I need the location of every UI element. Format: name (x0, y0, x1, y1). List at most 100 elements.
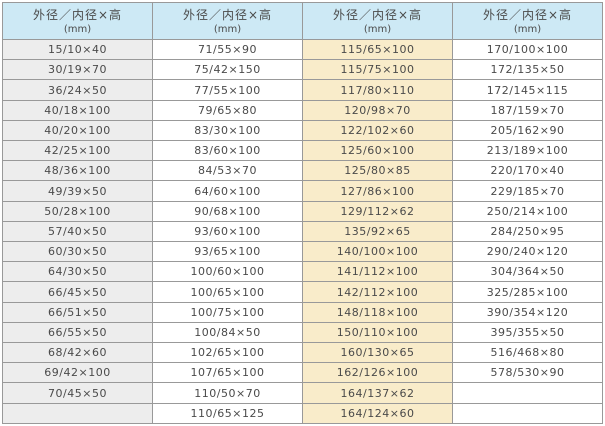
size-cell: 75/42×150 (152, 59, 303, 81)
size-cell: 117/80×110 (302, 79, 453, 101)
size-cell: 69/42×100 (2, 362, 153, 384)
size-cell: 83/60×100 (152, 140, 303, 162)
size-cell: 250/214×100 (452, 200, 603, 222)
size-cell: 93/65×100 (152, 241, 303, 263)
size-cell: 172/135×50 (452, 59, 603, 81)
size-cell: 110/50×70 (152, 382, 303, 404)
size-cell: 115/75×100 (302, 59, 453, 81)
size-cell: 164/124×60 (302, 402, 453, 425)
table-row: 64/30×50 100/60×100 141/112×100 304/364×50 (2, 261, 603, 283)
size-cell: 100/60×100 (152, 261, 303, 283)
size-cell: 93/60×100 (152, 220, 303, 243)
table-row: 110/65×125 164/124×60 (2, 402, 603, 425)
header-title: 外径／内径×高 (332, 8, 423, 23)
header-title: 外径／内径×高 (482, 8, 573, 23)
size-cell: 36/24×50 (2, 79, 153, 101)
header-row: 外径／内径×高 (mm) 外径／内径×高 (mm) 外径／内径×高 (mm) 外… (2, 2, 603, 40)
size-cell: 129/112×62 (302, 200, 453, 222)
header-unit: (mm) (63, 23, 92, 35)
table-row: 70/45×50 110/50×70 164/137×62 (2, 382, 603, 404)
size-cell: 15/10×40 (2, 38, 153, 61)
size-cell: 40/20×100 (2, 119, 153, 142)
header-cell-col4: 外径／内径×高 (mm) (452, 2, 603, 40)
size-cell: 49/39×50 (2, 180, 153, 202)
size-cell: 122/102×60 (302, 119, 453, 142)
size-cell: 70/45×50 (2, 382, 153, 404)
size-cell: 66/51×50 (2, 301, 153, 323)
size-cell: 578/530×90 (452, 362, 603, 384)
header-title: 外径／内径×高 (32, 8, 123, 23)
header-cell-col3: 外径／内径×高 (mm) (302, 2, 453, 40)
size-cell: 220/170×40 (452, 160, 603, 182)
table-row: 15/10×40 71/55×90 115/65×100 170/100×100 (2, 38, 603, 61)
table-row: 30/19×70 75/42×150 115/75×100 172/135×50 (2, 59, 603, 81)
table-row: 66/51×50 100/75×100 148/118×100 390/354×120 (2, 301, 603, 323)
table-row: 60/30×50 93/65×100 140/100×100 290/240×120 (2, 241, 603, 263)
size-cell: 83/30×100 (152, 119, 303, 142)
table-row: 36/24×50 77/55×100 117/80×110 172/145×115 (2, 79, 603, 101)
table-header: 外径／内径×高 (mm) 外径／内径×高 (mm) 外径／内径×高 (mm) 外… (2, 2, 603, 40)
table-row: 40/20×100 83/30×100 122/102×60 205/162×90 (2, 119, 603, 142)
table-body: 15/10×40 71/55×90 115/65×100 170/100×100 30/… (2, 38, 603, 425)
size-cell: 213/189×100 (452, 140, 603, 162)
size-cell: 64/60×100 (152, 180, 303, 202)
table-row: 48/36×100 84/53×70 125/80×85 220/170×40 (2, 160, 603, 182)
size-cell (452, 382, 603, 404)
size-cell (452, 402, 603, 425)
size-cell: 142/112×100 (302, 281, 453, 303)
size-cell: 140/100×100 (302, 241, 453, 263)
size-cell: 164/137×62 (302, 382, 453, 404)
size-cell: 77/55×100 (152, 79, 303, 101)
size-cell: 290/240×120 (452, 241, 603, 263)
size-cell: 395/355×50 (452, 321, 603, 344)
size-cell: 42/25×100 (2, 140, 153, 162)
size-cell: 64/30×50 (2, 261, 153, 283)
size-cell: 141/112×100 (302, 261, 453, 283)
size-cell: 110/65×125 (152, 402, 303, 425)
table-row: 69/42×100 107/65×100 162/126×100 578/530×90 (2, 362, 603, 384)
size-cell (2, 402, 153, 425)
size-cell: 187/159×70 (452, 99, 603, 121)
table-row: 66/55×50 100/84×50 150/110×100 395/355×50 (2, 321, 603, 344)
size-cell: 90/68×100 (152, 200, 303, 222)
size-cell: 284/250×95 (452, 220, 603, 243)
header-unit: (mm) (363, 23, 392, 35)
size-cell: 40/18×100 (2, 99, 153, 121)
size-cell: 170/100×100 (452, 38, 603, 61)
size-cell: 107/65×100 (152, 362, 303, 384)
size-cell: 390/354×120 (452, 301, 603, 323)
size-cell: 57/40×50 (2, 220, 153, 243)
size-cell: 125/60×100 (302, 140, 453, 162)
size-cell: 100/65×100 (152, 281, 303, 303)
size-cell: 100/84×50 (152, 321, 303, 344)
size-cell: 79/65×80 (152, 99, 303, 121)
size-cell: 66/45×50 (2, 281, 153, 303)
size-cell: 229/185×70 (452, 180, 603, 202)
size-cell: 66/55×50 (2, 321, 153, 344)
size-cell: 162/126×100 (302, 362, 453, 384)
table-row: 57/40×50 93/60×100 135/92×65 284/250×95 (2, 220, 603, 243)
size-cell: 205/162×90 (452, 119, 603, 142)
size-cell: 115/65×100 (302, 38, 453, 61)
size-cell: 516/468×80 (452, 342, 603, 364)
size-cell: 48/36×100 (2, 160, 153, 182)
size-cell: 71/55×90 (152, 38, 303, 61)
table-row: 40/18×100 79/65×80 120/98×70 187/159×70 (2, 99, 603, 121)
size-cell: 150/110×100 (302, 321, 453, 344)
size-cell: 172/145×115 (452, 79, 603, 101)
header-cell-col1: 外径／内径×高 (mm) (2, 2, 153, 40)
header-title: 外径／内径×高 (182, 8, 273, 23)
size-cell: 60/30×50 (2, 241, 153, 263)
table-row: 50/28×100 90/68×100 129/112×62 250/214×100 (2, 200, 603, 222)
table-row: 42/25×100 83/60×100 125/60×100 213/189×100 (2, 140, 603, 162)
size-cell: 84/53×70 (152, 160, 303, 182)
table-row: 66/45×50 100/65×100 142/112×100 325/285×100 (2, 281, 603, 303)
size-cell: 304/364×50 (452, 261, 603, 283)
size-cell: 102/65×100 (152, 342, 303, 364)
table-row: 49/39×50 64/60×100 127/86×100 229/185×70 (2, 180, 603, 202)
size-cell: 148/118×100 (302, 301, 453, 323)
size-cell: 30/19×70 (2, 59, 153, 81)
size-cell: 160/130×65 (302, 342, 453, 364)
